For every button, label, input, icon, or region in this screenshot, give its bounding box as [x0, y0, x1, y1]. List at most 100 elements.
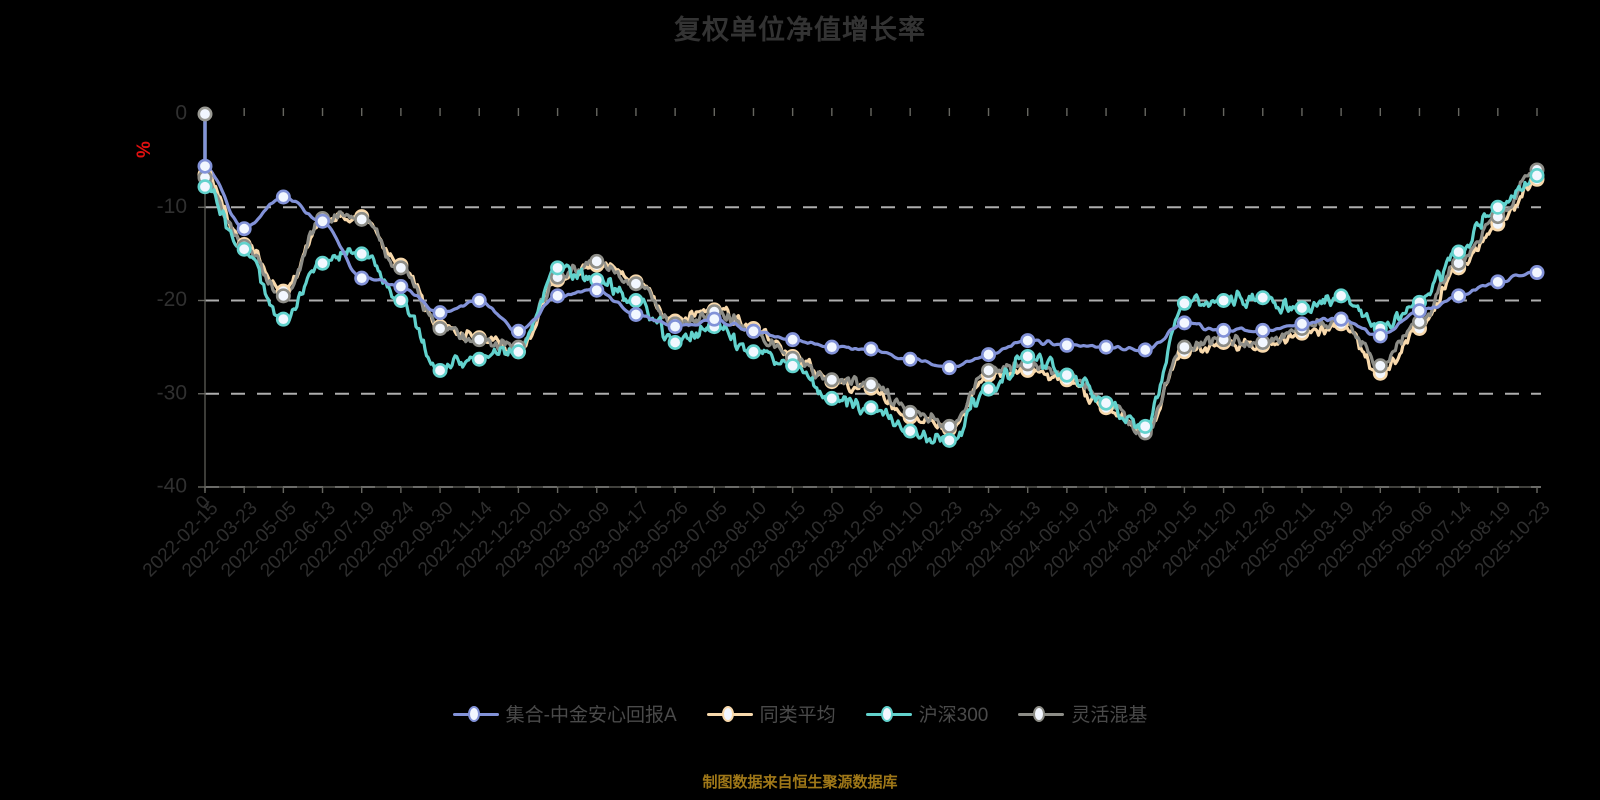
data-point-marker — [745, 344, 761, 360]
data-point-marker — [824, 390, 840, 406]
data-point-marker — [236, 241, 252, 257]
data-point-marker — [1059, 367, 1075, 383]
data-point-marker — [863, 376, 879, 392]
y-tick-label: -20 — [157, 288, 187, 311]
data-point-marker — [1255, 290, 1271, 306]
y-tick-label: -40 — [157, 475, 187, 498]
data-point-marker — [941, 360, 957, 376]
data-point-marker — [197, 158, 213, 174]
data-point-marker — [1137, 342, 1153, 358]
data-point-marker — [275, 288, 291, 304]
data-point-marker — [275, 189, 291, 205]
data-point-marker — [354, 211, 370, 227]
data-point-marker — [197, 179, 213, 195]
data-point-marker — [510, 344, 526, 360]
data-point-marker — [824, 339, 840, 355]
data-point-marker — [550, 260, 566, 276]
origin-marker — [197, 106, 213, 122]
legend-item-label: 集合-中金安心回报A — [505, 705, 677, 726]
data-point-marker — [824, 372, 840, 388]
y-axis-unit-label: % — [134, 141, 155, 158]
data-point-marker — [1255, 322, 1271, 338]
data-point-marker — [628, 276, 644, 292]
data-point-marker — [471, 292, 487, 308]
data-point-marker — [1333, 311, 1349, 327]
data-point-marker — [354, 270, 370, 286]
data-point-marker — [1333, 288, 1349, 304]
data-point-marker — [667, 334, 683, 350]
data-point-marker — [1098, 339, 1114, 355]
data-point-marker — [1451, 244, 1467, 260]
data-point-marker — [315, 213, 331, 229]
data-point-marker — [393, 279, 409, 295]
chart-legend: 集合-中金安心回报A 同类平均 沪深300 灵活混基 — [0, 700, 1600, 727]
data-point-marker — [1294, 316, 1310, 332]
data-point-marker — [1216, 292, 1232, 308]
legend-item[interactable]: 集合-中金安心回报A — [452, 700, 677, 727]
series-markers-group — [197, 106, 1545, 448]
legend-item-label: 灵活混基 — [1071, 705, 1148, 726]
data-point-marker — [471, 332, 487, 348]
data-point-marker — [981, 381, 997, 397]
data-point-marker — [1020, 333, 1036, 349]
data-point-marker — [393, 292, 409, 308]
y-tick-label: -30 — [157, 381, 187, 404]
percent-unit-label: % — [134, 141, 155, 158]
data-point-marker — [354, 246, 370, 262]
data-point-marker — [941, 432, 957, 448]
legend-item-label: 同类平均 — [759, 705, 836, 726]
legend-item[interactable]: 灵活混基 — [1018, 700, 1147, 727]
data-point-marker — [745, 323, 761, 339]
data-point-marker — [667, 319, 683, 335]
data-point-marker — [510, 323, 526, 339]
y-tick-labels: 0 -10 -20 -30 -40 — [157, 102, 205, 498]
legend-marker-icon — [1018, 702, 1065, 726]
x-tick-labels: 02022-02-152022-03-232022-05-052022-06-1… — [139, 492, 1555, 582]
data-point-marker — [432, 305, 448, 321]
data-point-marker — [1529, 265, 1545, 281]
legend-item[interactable]: 沪深300 — [865, 700, 989, 727]
data-point-marker — [1176, 315, 1192, 331]
data-point-marker — [275, 311, 291, 327]
data-point-marker — [628, 306, 644, 322]
data-point-marker — [863, 341, 879, 357]
data-point-marker — [471, 351, 487, 367]
data-point-marker — [863, 400, 879, 416]
legend-item-label: 沪深300 — [918, 705, 989, 726]
data-point-marker — [785, 358, 801, 374]
data-point-marker — [1098, 395, 1114, 411]
data-point-marker — [1137, 418, 1153, 434]
legend-dot-swatch — [467, 705, 480, 722]
data-point-marker — [393, 260, 409, 276]
data-point-marker — [589, 282, 605, 298]
legend-marker-icon — [452, 702, 499, 726]
y-tick-label: 0 — [175, 102, 187, 125]
data-point-marker — [1059, 337, 1075, 353]
data-point-marker — [550, 288, 566, 304]
data-point-marker — [1529, 168, 1545, 184]
legend-dot-swatch — [721, 705, 734, 722]
data-point-marker — [1176, 339, 1192, 355]
data-point-marker — [706, 311, 722, 327]
data-point-marker — [236, 221, 252, 237]
data-point-marker — [589, 253, 605, 269]
data-point-marker — [1490, 199, 1506, 215]
data-point-marker — [315, 255, 331, 271]
data-point-marker — [785, 332, 801, 348]
data-point-marker — [1490, 274, 1506, 290]
data-point-marker — [1294, 300, 1310, 316]
y-tick-label: -10 — [157, 195, 187, 218]
data-point-marker — [432, 320, 448, 336]
data-point-marker — [628, 292, 644, 308]
data-point-marker — [1411, 303, 1427, 319]
chart-footer-note: 制图数据来自恒生聚源数据库 — [702, 774, 898, 791]
data-point-marker — [432, 362, 448, 378]
data-point-marker — [981, 347, 997, 363]
legend-dot-swatch — [1033, 705, 1046, 722]
legend-dot-swatch — [880, 705, 893, 722]
legend-marker-icon — [706, 702, 753, 726]
data-point-marker — [1372, 328, 1388, 344]
data-point-marker — [1451, 288, 1467, 304]
legend-item[interactable]: 同类平均 — [706, 700, 836, 727]
